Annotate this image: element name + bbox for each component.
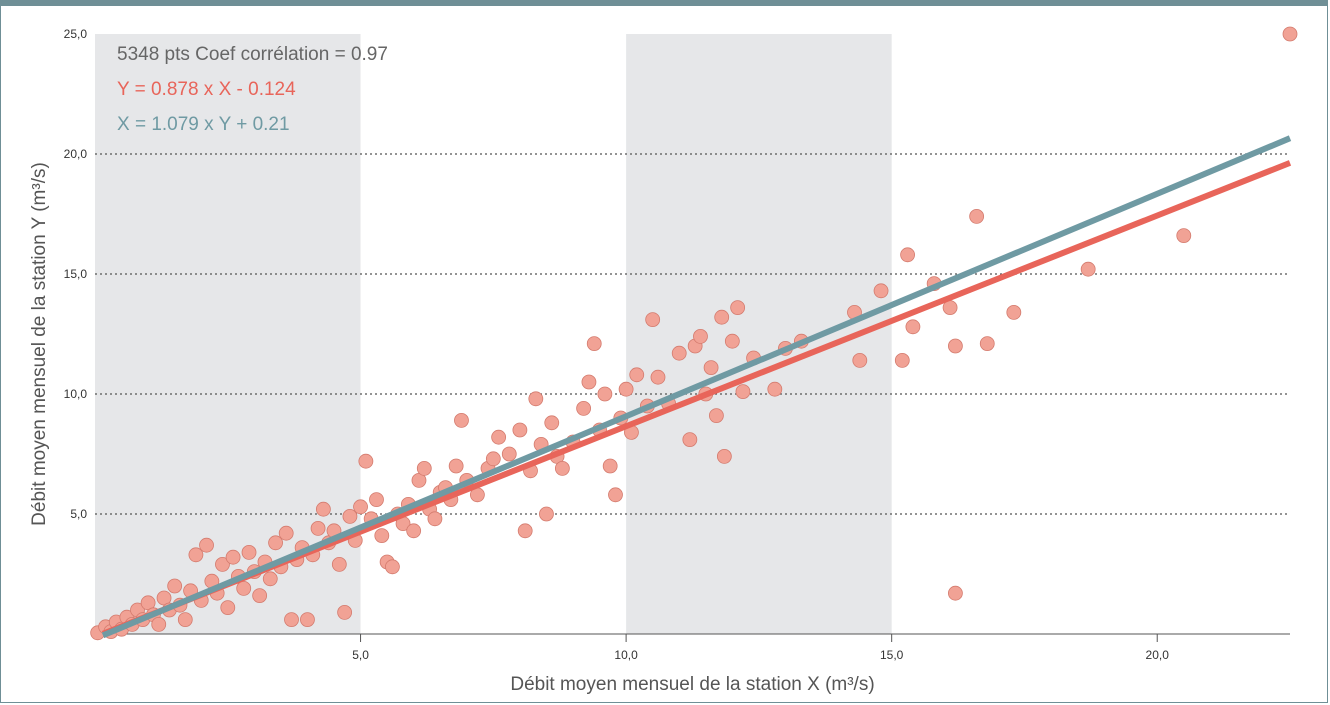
data-point [650, 369, 666, 385]
data-point [220, 600, 236, 615]
data-point [337, 605, 353, 620]
data-point [278, 525, 294, 541]
data-point [948, 338, 963, 354]
data-point [979, 336, 995, 352]
y-tick-label: 5,0 [70, 507, 87, 521]
y-tick-label: 10,0 [64, 387, 88, 401]
data-point [618, 381, 634, 397]
data-point [225, 549, 241, 565]
data-point [151, 617, 167, 632]
data-point [735, 384, 751, 400]
data-point [586, 336, 602, 352]
data-point [873, 283, 889, 299]
data-point [767, 381, 783, 397]
annotation-equation-x: X = 1.079 x Y + 0.21 [117, 114, 290, 135]
data-point [284, 612, 299, 627]
data-point [894, 352, 910, 368]
data-point [215, 557, 230, 572]
x-axis-title: Débit moyen mensuel de la station X (m³/… [510, 674, 874, 695]
data-point [539, 506, 554, 522]
data-point [714, 309, 730, 325]
data-point [900, 247, 915, 263]
data-point [310, 521, 326, 536]
data-point [969, 208, 985, 224]
data-point [724, 333, 740, 349]
x-tick-label: 5,0 [352, 648, 369, 662]
annotation-stats: 5348 pts Coef corrélation = 0.97 [117, 44, 388, 65]
regression-line-x [101, 135, 1292, 639]
data-point [1080, 261, 1096, 277]
y-tick-label: 20,0 [64, 147, 88, 161]
data-point [241, 545, 257, 560]
data-point [252, 588, 268, 603]
data-point [730, 300, 746, 316]
data-point [905, 319, 921, 335]
data-point [597, 386, 613, 402]
x-tick-label: 15,0 [880, 648, 904, 662]
data-point [709, 408, 724, 424]
data-point [374, 528, 390, 543]
data-point [188, 547, 204, 563]
data-point [703, 360, 719, 376]
data-point [544, 415, 560, 431]
data-point [581, 374, 597, 390]
data-point [385, 559, 400, 575]
data-point [236, 581, 252, 596]
data-point [554, 460, 570, 476]
data-point [199, 537, 214, 553]
data-point [852, 352, 868, 368]
data-point [1282, 26, 1298, 42]
data-point [501, 446, 517, 462]
data-point [300, 612, 315, 627]
x-tick-label: 10,0 [614, 648, 638, 662]
data-point [948, 585, 963, 601]
data-point [177, 612, 193, 627]
data-point [369, 492, 384, 508]
data-point [342, 509, 358, 524]
data-point [1176, 228, 1192, 244]
annotation-equation-y: Y = 0.878 x X - 0.124 [117, 79, 296, 100]
data-point [671, 345, 687, 361]
data-point [331, 557, 347, 572]
data-point [416, 460, 432, 476]
x-tick-label: 20,0 [1146, 648, 1170, 662]
data-point [448, 458, 464, 474]
shaded-band [626, 34, 892, 634]
data-point [315, 501, 331, 517]
y-tick-label: 15,0 [64, 267, 88, 281]
data-point [602, 458, 618, 474]
data-point [576, 400, 592, 416]
data-point [693, 328, 708, 344]
data-point [358, 453, 374, 469]
data-point [716, 448, 732, 464]
data-point [353, 499, 368, 515]
data-point [262, 571, 278, 587]
data-point [268, 535, 283, 551]
data-point [645, 312, 661, 328]
data-point [1006, 304, 1022, 320]
data-point [454, 412, 469, 428]
data-point [427, 511, 443, 527]
data-point [528, 391, 544, 407]
data-point [682, 432, 698, 448]
data-point [491, 429, 507, 445]
data-point [512, 422, 528, 438]
y-axis-title: Débit moyen mensuel de la station Y (m³/… [29, 162, 50, 526]
data-point [517, 523, 533, 539]
data-point [629, 367, 645, 383]
data-point [608, 487, 623, 503]
data-point [485, 451, 501, 467]
y-tick-label: 25,0 [64, 27, 88, 41]
data-point [167, 578, 183, 594]
data-point [406, 523, 422, 539]
